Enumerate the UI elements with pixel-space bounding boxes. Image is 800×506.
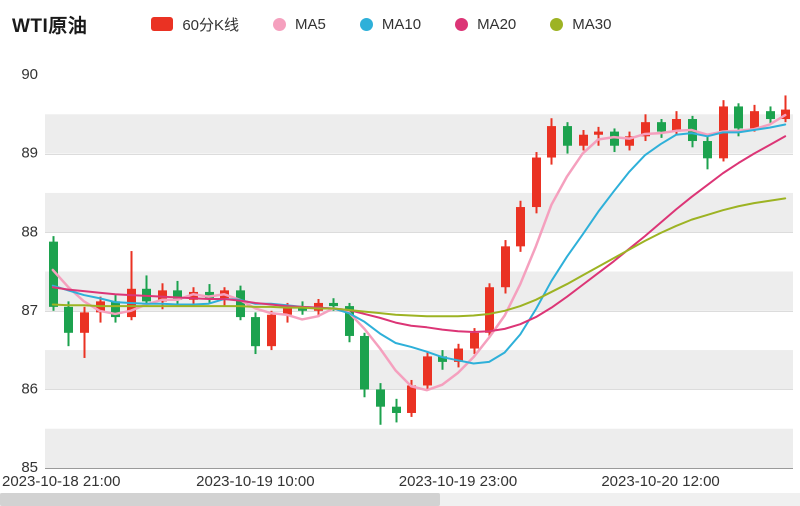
legend-label: MA30 bbox=[572, 15, 612, 33]
ma20-legend-marker-icon bbox=[455, 17, 469, 31]
h-scrollbar[interactable] bbox=[0, 493, 800, 506]
legend-item-ma20[interactable]: MA20 bbox=[455, 16, 516, 33]
legend-item-kline[interactable]: 60分K线 bbox=[151, 14, 239, 35]
legend-label: MA20 bbox=[477, 15, 517, 33]
legend-label: MA5 bbox=[295, 15, 326, 33]
ma5-legend-marker-icon bbox=[273, 17, 287, 31]
ma30-legend-marker-icon bbox=[550, 17, 564, 31]
chart-header: WTI原油 60分K线 MA5 MA10 MA20 MA30 bbox=[12, 8, 800, 40]
legend-label: MA10 bbox=[381, 15, 422, 33]
chart-title: WTI原油 bbox=[12, 15, 88, 37]
ma10-legend-marker-icon bbox=[359, 17, 373, 31]
kline-legend-marker-icon bbox=[151, 17, 174, 31]
legend-item-ma10[interactable]: MA10 bbox=[359, 15, 422, 33]
legend-item-ma5[interactable]: MA5 bbox=[273, 16, 326, 33]
candlestick-chart[interactable] bbox=[0, 40, 800, 492]
legend-item-ma30[interactable]: MA30 bbox=[550, 16, 611, 33]
legend-label: 60分K线 bbox=[182, 16, 240, 34]
scrollbar-thumb[interactable] bbox=[0, 493, 440, 506]
chart-legend: 60分K线 MA5 MA10 MA20 MA30 bbox=[151, 14, 611, 35]
